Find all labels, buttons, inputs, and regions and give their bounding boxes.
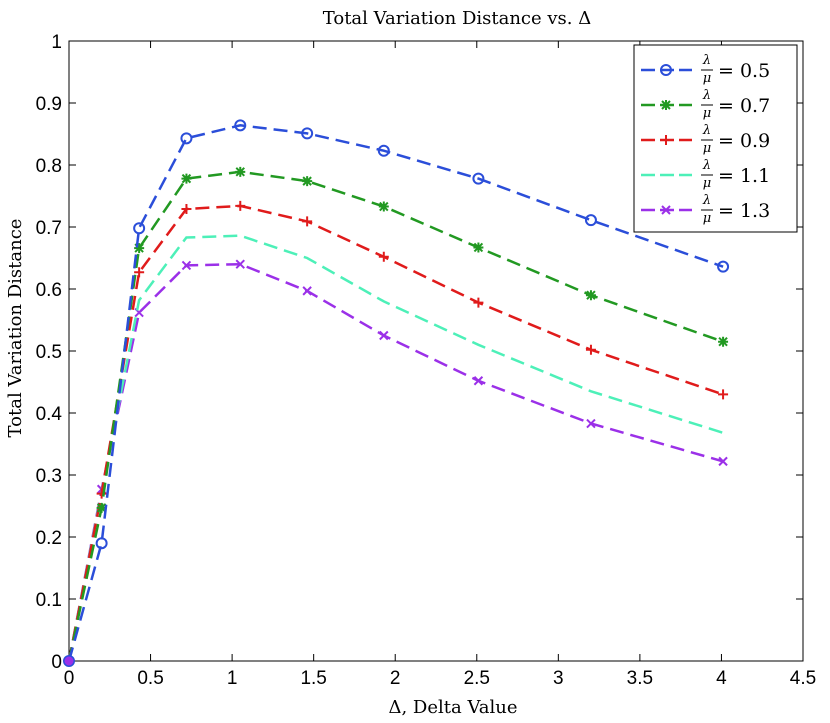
data-point [584, 214, 597, 227]
y-tick-label: 0.9 [36, 94, 62, 115]
data-point [473, 376, 484, 386]
x-tick-label: 0.5 [137, 668, 163, 689]
legend-denominator: μ [703, 176, 711, 191]
legend-numerator: λ [702, 53, 711, 68]
y-tick-label: 0.4 [36, 404, 63, 425]
x-tick-label: 2 [390, 668, 401, 689]
data-point [718, 389, 729, 400]
legend-item: λμ = 1.3 [641, 193, 770, 226]
data-point [377, 144, 390, 157]
data-point [302, 216, 313, 227]
data-point [378, 201, 389, 212]
legend-item: λμ = 0.5 [641, 53, 770, 86]
data-point [586, 418, 596, 429]
y-tick-label: 0.6 [36, 280, 62, 301]
legend-marker [660, 64, 672, 76]
legend-marker [661, 135, 671, 145]
legend-denominator: μ [703, 141, 711, 156]
data-point [472, 172, 485, 185]
legend-numerator: λ [702, 88, 711, 103]
y-tick-label: 0 [51, 652, 62, 673]
data-point [235, 166, 246, 177]
data-point [301, 127, 314, 140]
x-tick-label: 1.5 [300, 668, 326, 689]
data-point [302, 176, 313, 187]
data-point [378, 251, 389, 262]
legend-label: = 0.9 [718, 130, 770, 152]
data-point [133, 222, 146, 235]
data-point [95, 537, 108, 550]
x-tick-label: 0 [64, 668, 75, 689]
data-point [64, 656, 74, 666]
data-point [235, 200, 246, 211]
x-tick-label: 3.5 [627, 668, 653, 689]
data-point [473, 242, 484, 253]
data-point [585, 344, 596, 355]
series-line [67, 234, 724, 662]
data-point [585, 290, 596, 301]
legend-denominator: μ [703, 211, 711, 226]
legend-label: = 1.1 [718, 165, 770, 187]
x-tick-label: 3 [553, 668, 564, 689]
legend-label: = 0.5 [718, 60, 770, 82]
x-axis-label: Δ, Delta Value [388, 697, 517, 718]
y-tick-label: 0.5 [36, 342, 62, 363]
legend-item: λμ = 1.1 [641, 158, 770, 191]
y-tick-label: 0.1 [36, 590, 62, 611]
x-tick-label: 4 [716, 668, 727, 689]
x-axis: 0 0.5 1 1.5 2 2.5 3 3.5 4 4.5 [64, 41, 816, 689]
legend-denominator: μ [703, 71, 711, 86]
data-point [718, 336, 729, 347]
legend-denominator: μ [703, 106, 711, 121]
y-tick-label: 0.2 [36, 528, 62, 549]
legend-item: λμ = 0.9 [641, 123, 770, 156]
y-tick-label: 0.8 [36, 156, 62, 177]
chart-title: Total Variation Distance vs. Δ [323, 8, 592, 29]
data-point [234, 119, 247, 132]
legend: λμ = 0.5λμ = 0.7λμ = 0.9λμ = 1.1λμ = 1.3 [633, 44, 798, 233]
legend-numerator: λ [702, 193, 711, 208]
data-point [181, 173, 192, 184]
legend-marker [661, 100, 671, 110]
data-point [235, 259, 245, 269]
legend-label: = 1.3 [718, 200, 770, 222]
legend-marker [661, 205, 671, 215]
series [63, 119, 730, 667]
legend-label: = 0.7 [718, 95, 770, 117]
y-tick-label: 1 [51, 32, 62, 53]
y-tick-label: 0.7 [36, 218, 62, 239]
data-point [181, 260, 192, 271]
y-axis: 0 0.1 0.2 0.3 0.4 0.5 0.6 0.7 0.8 0.9 1 [36, 32, 803, 673]
data-point [96, 502, 107, 513]
legend-numerator: λ [702, 158, 711, 173]
data-point [134, 267, 145, 278]
x-tick-label: 2.5 [464, 668, 490, 689]
x-tick-label: 1 [227, 668, 238, 689]
data-point [63, 655, 75, 667]
y-axis-label: Total Variation Distance [5, 219, 26, 438]
data-point [718, 456, 728, 467]
series [67, 234, 724, 662]
data-point [717, 260, 730, 273]
series-layer [63, 119, 730, 667]
legend-box [633, 44, 798, 233]
data-point [379, 330, 389, 341]
data-point [473, 297, 484, 308]
y-tick-label: 0.3 [36, 466, 62, 487]
data-point [96, 488, 107, 499]
data-point [302, 286, 312, 296]
x-tick-label: 4.5 [790, 668, 816, 689]
legend-numerator: λ [702, 123, 711, 138]
data-point [134, 243, 145, 254]
legend-item: λμ = 0.7 [641, 88, 770, 121]
data-point [180, 132, 193, 145]
series-line [67, 170, 724, 662]
data-point [181, 204, 192, 215]
series-line [67, 124, 724, 662]
